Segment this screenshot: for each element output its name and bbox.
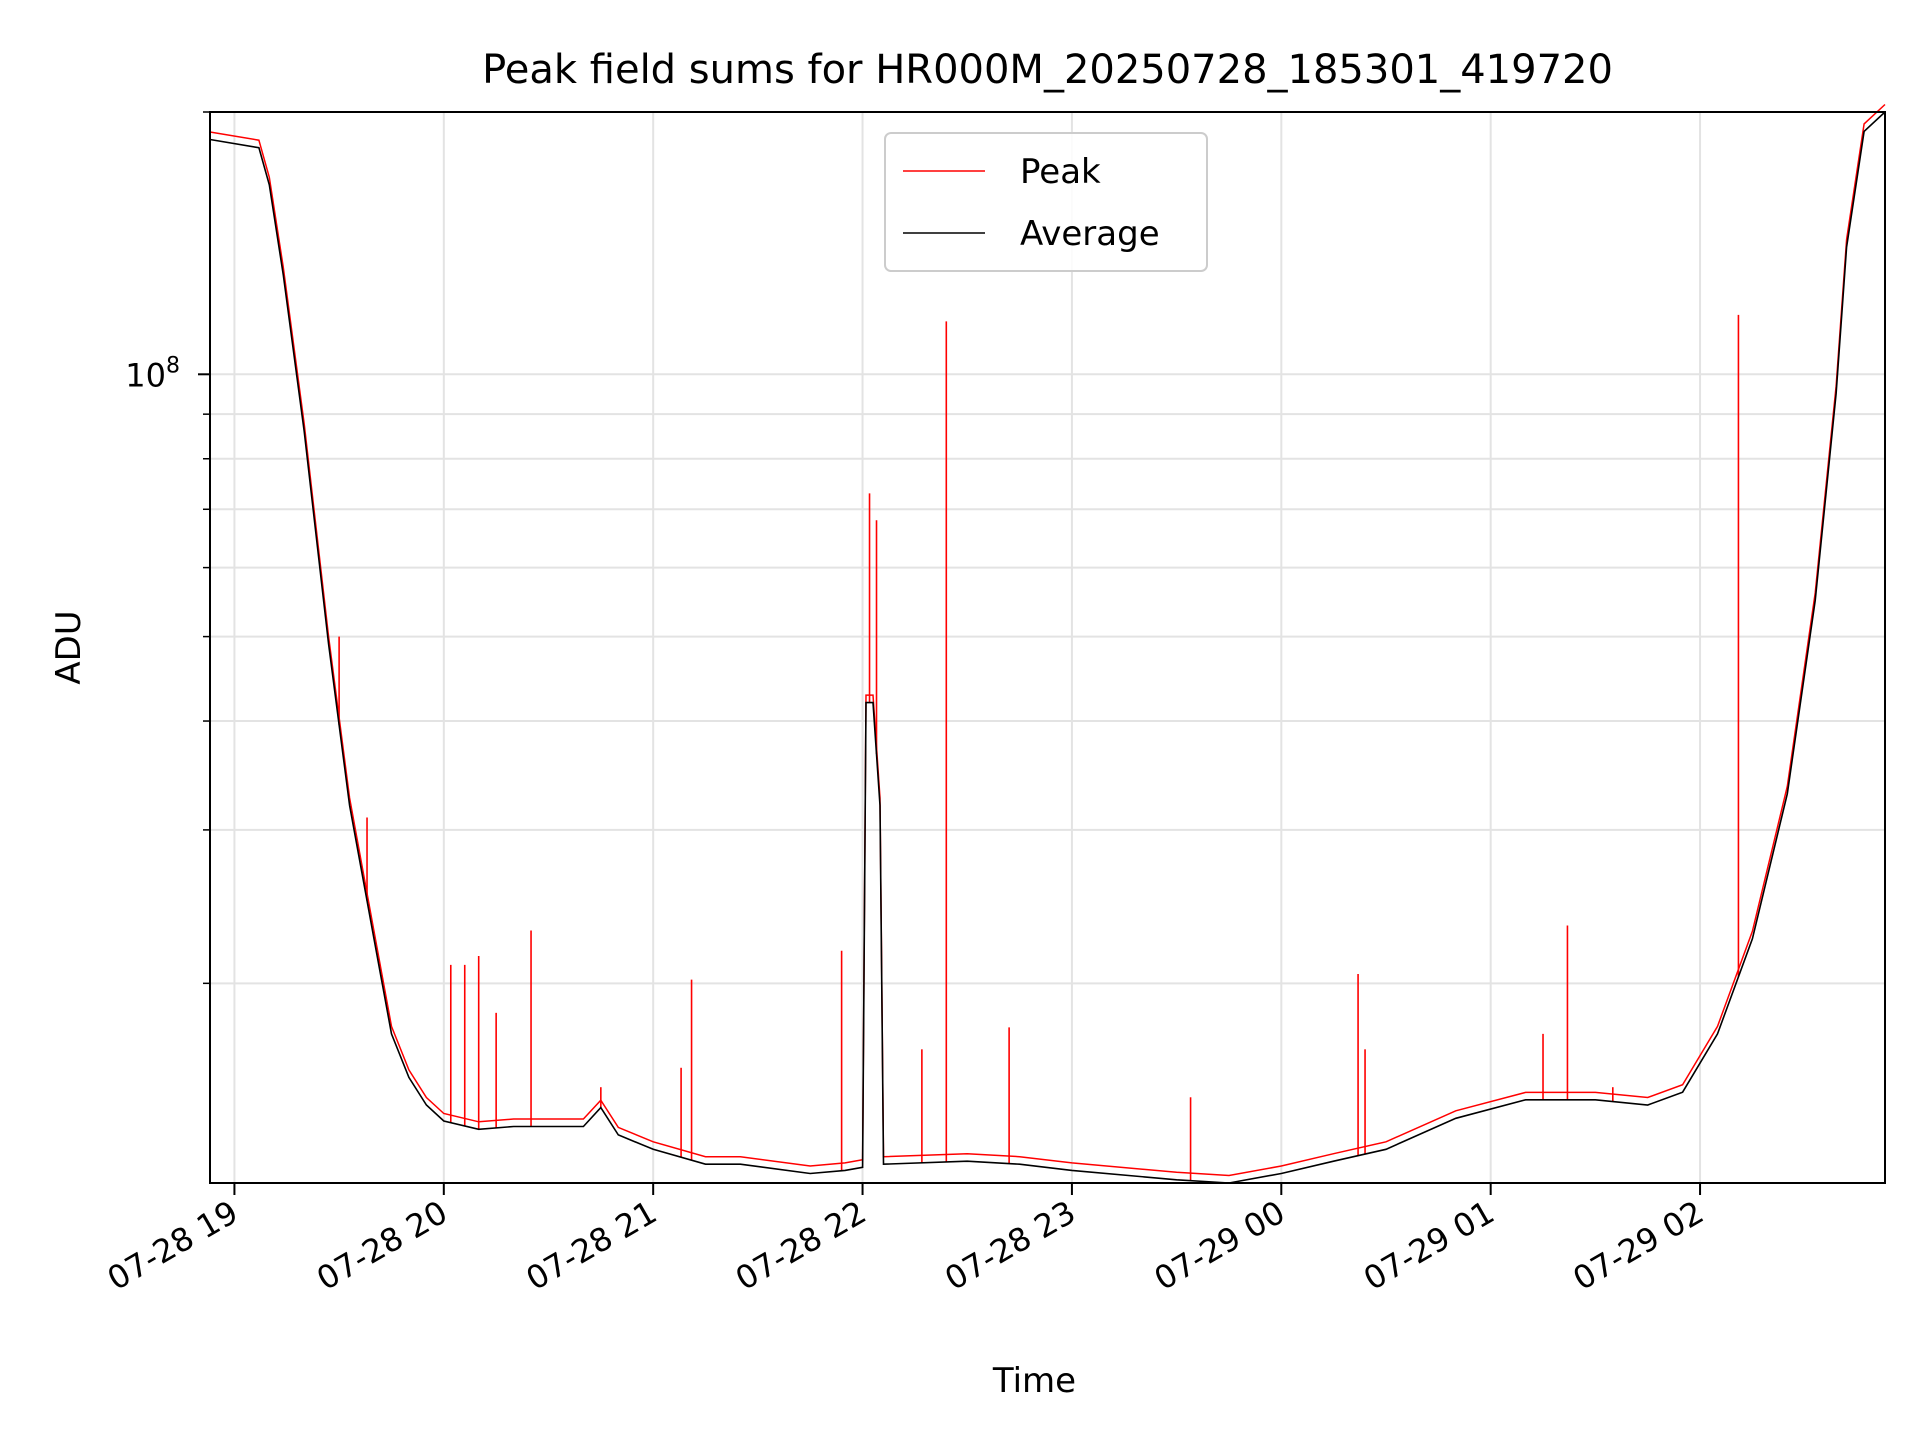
- series-layer: [209, 103, 1886, 1184]
- legend: Peak Average: [884, 132, 1208, 272]
- y-tick-label: 108: [125, 353, 180, 394]
- legend-box: [884, 132, 1208, 272]
- grid: [210, 111, 1885, 1183]
- y-axis-label: ADU: [49, 610, 89, 684]
- plot-frame: [209, 111, 1886, 1184]
- series-line-average: [209, 111, 1886, 1184]
- x-axis-label: Time: [992, 1361, 1076, 1401]
- legend-entry-peak: Peak: [1020, 152, 1101, 192]
- legend-entry-average: Average: [1020, 214, 1160, 254]
- chart-title: Peak field sums for HR000M_20250728_1853…: [482, 47, 1613, 93]
